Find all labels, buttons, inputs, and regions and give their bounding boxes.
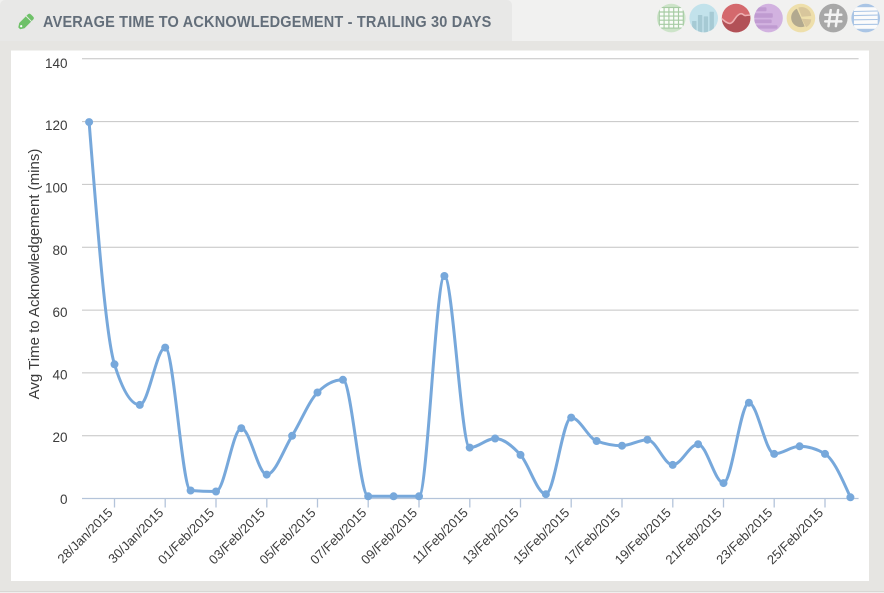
svg-text:0: 0	[60, 492, 68, 507]
svg-text:140: 140	[45, 56, 68, 71]
svg-text:20: 20	[52, 430, 67, 445]
svg-text:40: 40	[52, 368, 67, 383]
svg-text:100: 100	[45, 181, 68, 196]
svg-text:120: 120	[45, 118, 68, 133]
svg-text:80: 80	[52, 243, 67, 258]
svg-text:60: 60	[52, 305, 67, 320]
svg-text:Avg Time to Acknowledgement (m: Avg Time to Acknowledgement (mins)	[26, 149, 43, 400]
